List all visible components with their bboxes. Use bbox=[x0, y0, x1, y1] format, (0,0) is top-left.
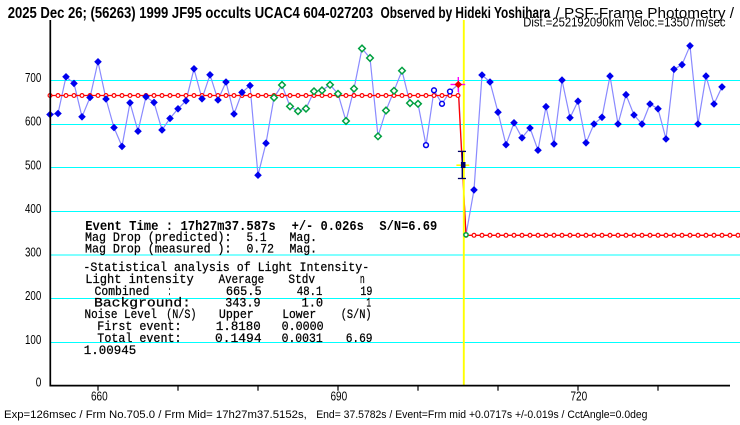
svg-text:700: 700 bbox=[25, 70, 41, 85]
svg-text:S/N=6.69: S/N=6.69 bbox=[379, 219, 437, 235]
svg-text:Lower: Lower bbox=[282, 308, 316, 322]
svg-text:First event:: First event: bbox=[97, 320, 181, 334]
svg-text:End= 37.5782s / Event=Frm mid: End= 37.5782s / Event=Frm mid +0.0717s +… bbox=[316, 409, 647, 421]
svg-text:Mag.: Mag. bbox=[290, 231, 318, 245]
svg-text:1.8180: 1.8180 bbox=[216, 320, 261, 334]
svg-text:Average: Average bbox=[219, 273, 265, 287]
svg-text:Event Time : 17h27m37.587s: Event Time : 17h27m37.587s bbox=[85, 219, 276, 235]
svg-text:48.1: 48.1 bbox=[297, 285, 323, 299]
svg-text:5.1: 5.1 bbox=[247, 231, 267, 245]
svg-text:6.69: 6.69 bbox=[346, 332, 373, 346]
svg-text:2025 Dec 26; (56263) 1999 JF95: 2025 Dec 26; (56263) 1999 JF95 occults U… bbox=[8, 5, 374, 22]
svg-text:(N/S): (N/S) bbox=[166, 308, 196, 322]
svg-text:Observed by Hideki Yoshihara: Observed by Hideki Yoshihara bbox=[381, 5, 551, 22]
svg-text:500: 500 bbox=[25, 157, 41, 172]
svg-text:(S/N): (S/N) bbox=[341, 308, 372, 322]
svg-text:200: 200 bbox=[25, 288, 41, 303]
svg-text:665.5: 665.5 bbox=[226, 285, 262, 299]
svg-text:343.9: 343.9 bbox=[225, 296, 260, 310]
svg-text:Stdv: Stdv bbox=[288, 273, 315, 287]
svg-text:/ PSF-Frame Photometry /: / PSF-Frame Photometry / bbox=[556, 5, 735, 22]
svg-text:Upper: Upper bbox=[219, 308, 254, 322]
svg-text:600: 600 bbox=[25, 114, 41, 129]
svg-text:Mag.: Mag. bbox=[290, 243, 318, 257]
svg-text:Combined: Combined bbox=[95, 285, 150, 299]
svg-text:n: n bbox=[360, 273, 365, 287]
svg-text:0.0031: 0.0031 bbox=[282, 332, 323, 346]
svg-text:0.0000: 0.0000 bbox=[282, 320, 324, 334]
svg-text:660: 660 bbox=[91, 388, 108, 403]
svg-text:+/- 0.026s: +/- 0.026s bbox=[292, 219, 364, 235]
svg-text::: : bbox=[168, 285, 172, 299]
svg-text:720: 720 bbox=[570, 388, 587, 403]
svg-text:Noise Level: Noise Level bbox=[85, 308, 158, 322]
svg-text:Background:: Background: bbox=[94, 296, 191, 310]
svg-text:Total event:: Total event: bbox=[97, 332, 181, 346]
svg-text:Mag Drop (predicted):: Mag Drop (predicted): bbox=[85, 231, 232, 245]
svg-text:690: 690 bbox=[330, 388, 347, 403]
svg-text:0.1494: 0.1494 bbox=[215, 332, 262, 346]
svg-text:1.0: 1.0 bbox=[302, 296, 324, 310]
svg-text:300: 300 bbox=[25, 245, 41, 260]
svg-text:400: 400 bbox=[25, 201, 41, 216]
svg-text:Exp=126msec / Frm No.705.0 / F: Exp=126msec / Frm No.705.0 / Frm Mid= 17… bbox=[4, 409, 307, 421]
svg-text:100: 100 bbox=[25, 332, 41, 347]
svg-text:-Statistical analysis of Light: -Statistical analysis of Light Intensity… bbox=[83, 261, 369, 275]
svg-text:Dist.=252192090km Veloc.=13507: Dist.=252192090km Veloc.=13507m/sec bbox=[523, 16, 725, 30]
svg-text:19: 19 bbox=[360, 285, 372, 299]
svg-text:0: 0 bbox=[36, 375, 42, 390]
svg-text:1.00945: 1.00945 bbox=[84, 344, 136, 358]
svg-text:Mag Drop (measured ):: Mag Drop (measured ): bbox=[85, 243, 232, 257]
svg-text:Light intensity: Light intensity bbox=[85, 273, 194, 287]
svg-text:0.72: 0.72 bbox=[247, 243, 275, 257]
svg-text:1: 1 bbox=[366, 296, 371, 310]
